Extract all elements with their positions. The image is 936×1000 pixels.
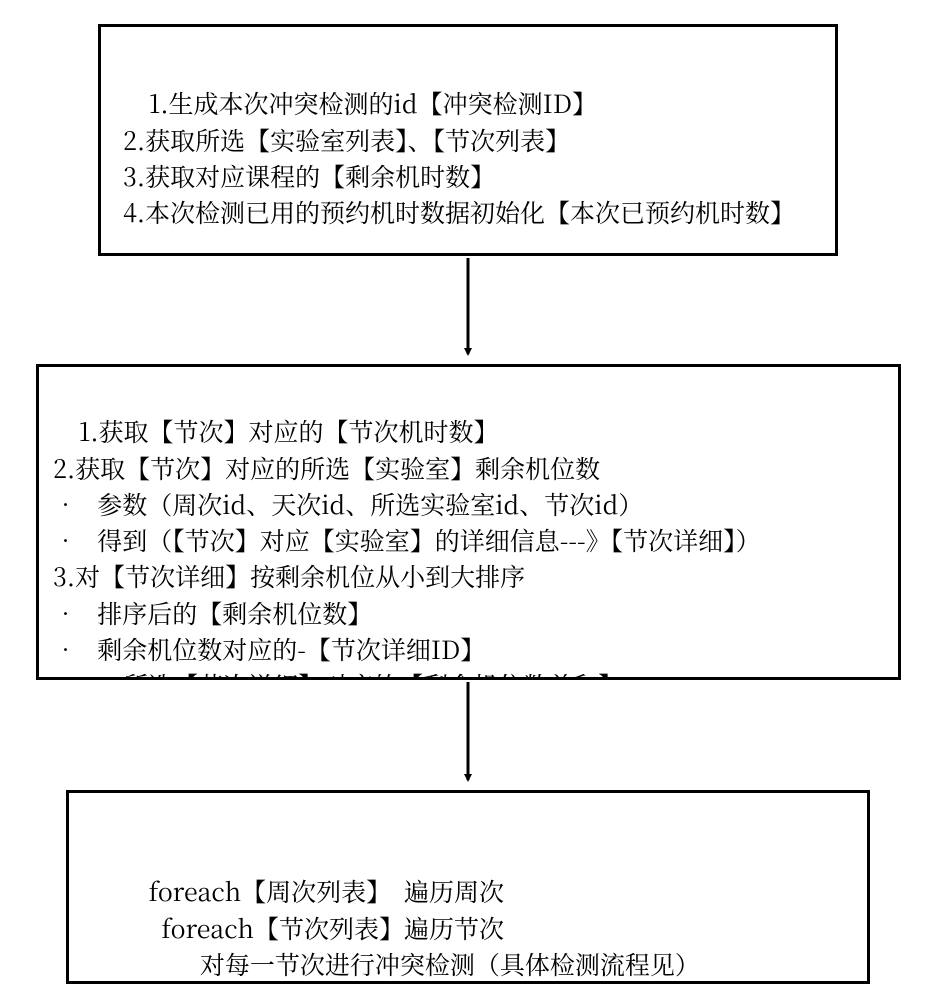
step-fetch-text: 1.获取【节次】对应的【节次机时数】 2.获取【节次】对应的所选【实验室】剩余机… [53, 413, 761, 680]
flowchart-step-loop: foreach【周次列表】 遍历周次 foreach【节次列表】遍历节次 对每一… [66, 790, 870, 984]
flowchart-canvas: 1.生成本次冲突检测的id【冲突检测ID】 2.获取所选【实验室列表】、【节次列… [0, 0, 936, 1000]
flowchart-step-fetch: 1.获取【节次】对应的【节次机时数】 2.获取【节次】对应的所选【实验室】剩余机… [36, 364, 901, 680]
step-loop-text: foreach【周次列表】 遍历周次 foreach【节次列表】遍历节次 对每一… [123, 873, 700, 982]
flowchart-step-init: 1.生成本次冲突检测的id【冲突检测ID】 2.获取所选【实验室列表】、【节次列… [98, 24, 838, 256]
step-init-text: 1.生成本次冲突检测的id【冲突检测ID】 2.获取所选【实验室列表】、【节次列… [123, 85, 795, 230]
